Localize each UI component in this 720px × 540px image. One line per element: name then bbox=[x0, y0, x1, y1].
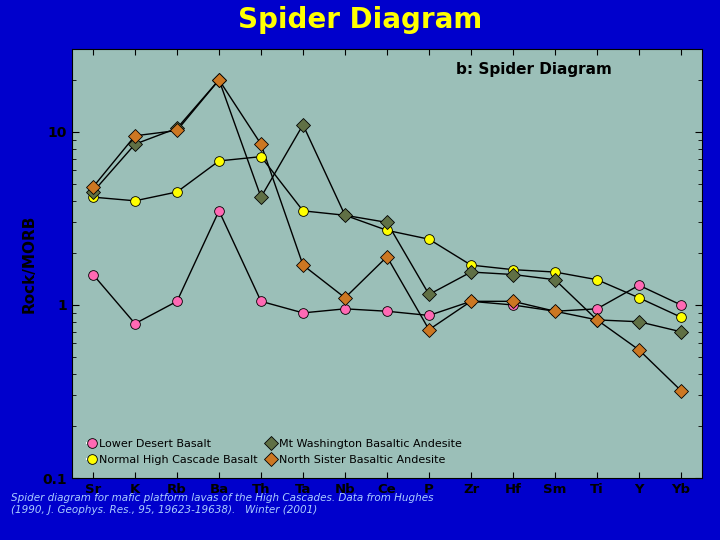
Text: Spider diagram for mafic platform lavas of the High Cascades. Data from Hughes
(: Spider diagram for mafic platform lavas … bbox=[11, 493, 433, 515]
Text: b: Spider Diagram: b: Spider Diagram bbox=[456, 62, 612, 77]
Y-axis label: Rock/MORB: Rock/MORB bbox=[22, 214, 37, 313]
Text: Spider Diagram: Spider Diagram bbox=[238, 6, 482, 34]
Legend: Lower Desert Basalt, Normal High Cascade Basalt, Mt Washington Basaltic Andesite: Lower Desert Basalt, Normal High Cascade… bbox=[84, 436, 465, 468]
